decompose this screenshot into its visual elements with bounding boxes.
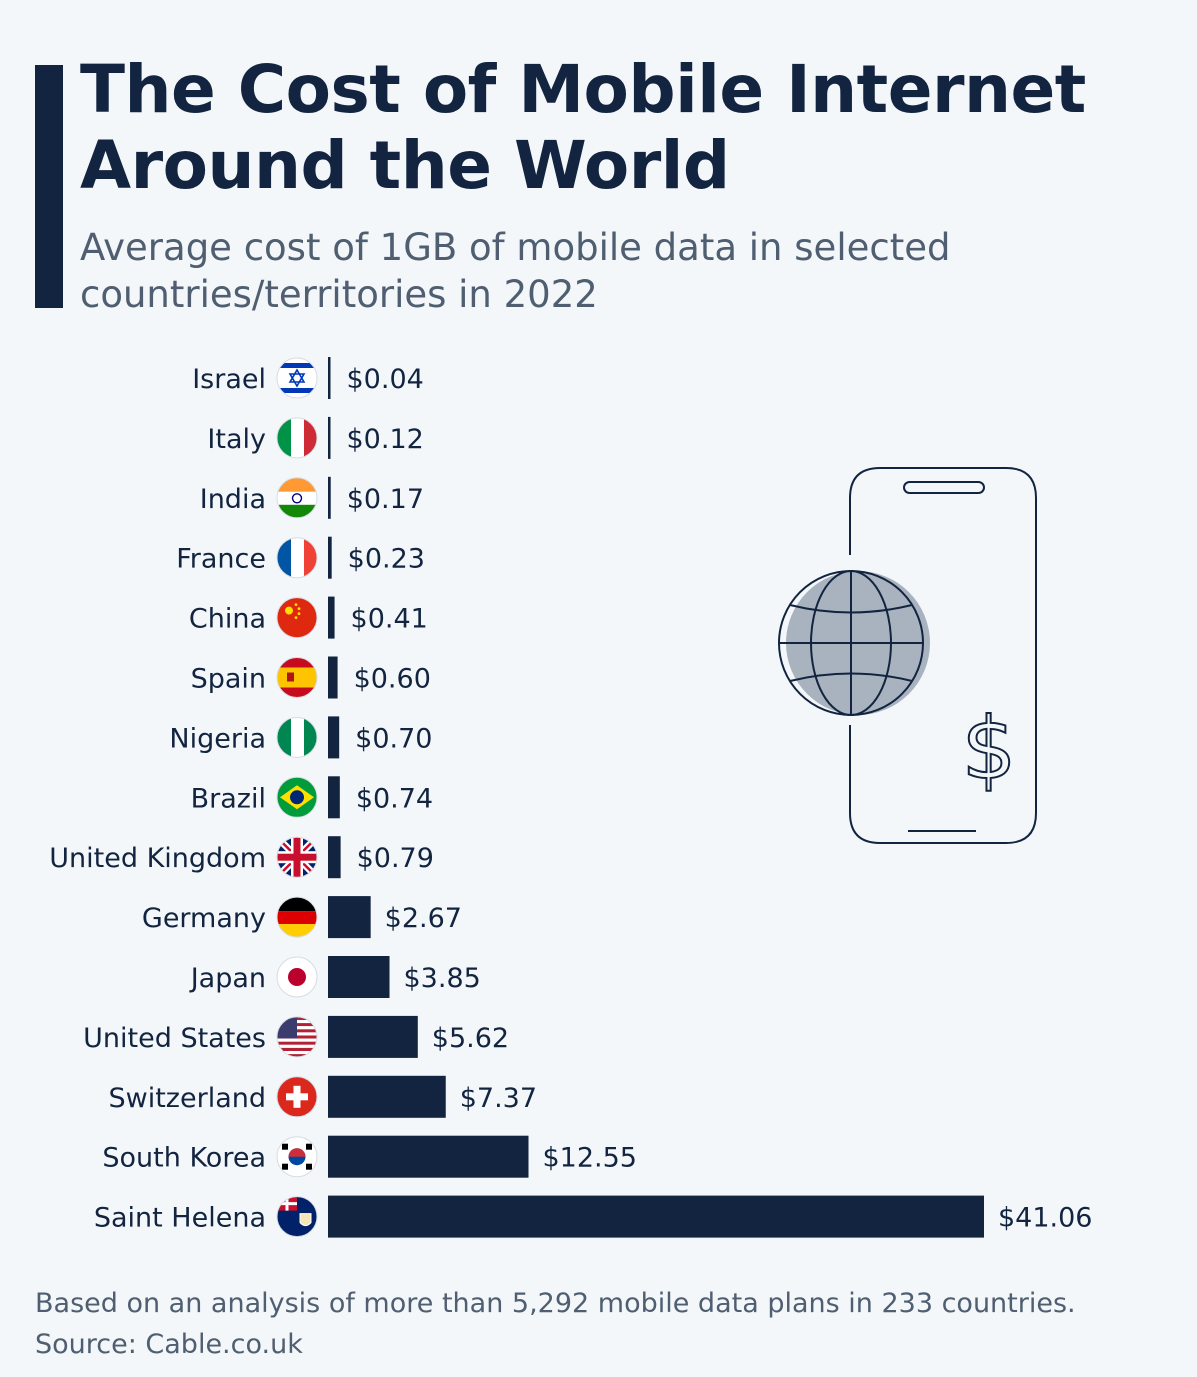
saint-helena-flag-icon [276, 1196, 318, 1238]
category-label: Nigeria [169, 723, 266, 754]
south-korea-flag-icon [276, 1136, 318, 1178]
value-label: $0.70 [355, 723, 432, 754]
phone-icon [849, 467, 1037, 844]
value-label: $0.74 [356, 783, 433, 814]
category-label: Saint Helena [94, 1203, 266, 1234]
value-label: $5.62 [432, 1023, 509, 1054]
dollar-sign-icon: $ [962, 699, 1017, 799]
category-label: Italy [207, 424, 266, 455]
page-subtitle: Average cost of 1GB of mobile data in se… [80, 224, 1160, 318]
category-label: Brazil [191, 783, 266, 814]
bar [328, 1075, 446, 1118]
value-label: $0.12 [347, 424, 424, 455]
bar [328, 776, 340, 819]
value-label: $0.79 [357, 843, 434, 874]
japan-flag-icon [276, 956, 318, 998]
china-flag-icon [276, 597, 318, 639]
value-label: $0.04 [347, 364, 424, 395]
bar [328, 1015, 418, 1058]
value-label: $0.60 [354, 664, 431, 695]
category-label: Japan [189, 963, 266, 994]
bar [328, 656, 338, 699]
category-label: South Korea [102, 1143, 266, 1174]
subtitle-line-2: countries/territories in 2022 [80, 273, 598, 316]
category-label: Israel [192, 364, 266, 395]
bar [328, 357, 331, 399]
value-label: $0.17 [347, 484, 424, 515]
nigeria-flag-icon [276, 716, 318, 758]
germany-flag-icon [276, 896, 318, 938]
chart-rows: Israel $0.04 Italy $0.12 India $0.17 France $0.… [49, 357, 1092, 1238]
value-label: $0.23 [348, 544, 425, 575]
bar [328, 1195, 984, 1238]
value-label: $3.85 [404, 963, 481, 994]
united-states-flag-icon [276, 1016, 318, 1058]
italy-flag-icon [276, 417, 318, 459]
united-kingdom-flag-icon [276, 836, 318, 878]
bar-chart: Israel $0.04 Italy $0.12 India $0.17 France $0.… [49, 357, 1092, 1238]
category-label: India [200, 484, 266, 515]
switzerland-flag-icon [276, 1076, 318, 1118]
category-label: Switzerland [109, 1083, 267, 1114]
category-label: United Kingdom [49, 843, 266, 874]
subtitle-line-1: Average cost of 1GB of mobile data in se… [80, 226, 951, 269]
category-label: China [189, 604, 266, 635]
footer-source: Source: Cable.co.uk [35, 1329, 303, 1360]
bar [328, 836, 341, 879]
title-accent-bar [35, 65, 63, 308]
bar [328, 1135, 529, 1178]
israel-flag-icon [276, 357, 318, 399]
bar [328, 896, 371, 939]
category-label: Germany [142, 903, 266, 934]
india-flag-icon [276, 477, 318, 519]
bar [328, 956, 390, 998]
bar [328, 596, 335, 639]
title-line-2: Around the World [80, 127, 730, 204]
bar [328, 476, 331, 519]
value-label: $2.67 [385, 903, 462, 934]
spain-flag-icon [276, 657, 318, 698]
footer-note: Based on an analysis of more than 5,292 … [35, 1288, 1076, 1319]
value-label: $7.37 [460, 1083, 537, 1114]
page-title: The Cost of Mobile Internet Around the W… [80, 52, 1160, 204]
category-label: France [176, 544, 266, 575]
france-flag-icon [276, 537, 318, 579]
title-line-1: The Cost of Mobile Internet [80, 51, 1086, 128]
bar [328, 716, 340, 759]
value-label: $12.55 [543, 1143, 637, 1174]
bar [328, 416, 331, 459]
globe-icon [778, 570, 930, 716]
footer: Based on an analysis of more than 5,292 … [35, 1283, 1175, 1365]
category-label: United States [83, 1023, 266, 1054]
bar [328, 536, 332, 579]
category-label: Spain [191, 664, 266, 695]
phone-globe-illustration: $ [778, 467, 1037, 844]
brazil-flag-icon [276, 776, 318, 818]
value-label: $0.41 [351, 604, 428, 635]
value-label: $41.06 [998, 1203, 1092, 1234]
